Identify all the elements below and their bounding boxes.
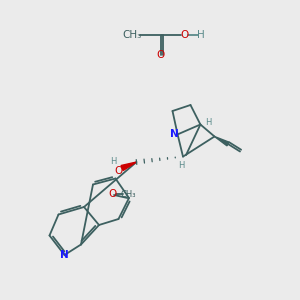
Text: O: O	[114, 166, 123, 176]
Text: O: O	[156, 50, 165, 60]
Text: CH₃: CH₃	[122, 29, 142, 40]
Text: H: H	[197, 29, 205, 40]
Text: CH₃: CH₃	[121, 190, 136, 199]
Text: H: H	[178, 160, 185, 169]
Text: O: O	[180, 29, 189, 40]
Text: O: O	[108, 189, 117, 200]
Text: H: H	[206, 118, 212, 127]
Polygon shape	[214, 136, 229, 146]
Text: N: N	[60, 250, 69, 260]
Text: N: N	[170, 129, 179, 140]
Text: H: H	[110, 157, 116, 166]
Polygon shape	[121, 162, 136, 170]
